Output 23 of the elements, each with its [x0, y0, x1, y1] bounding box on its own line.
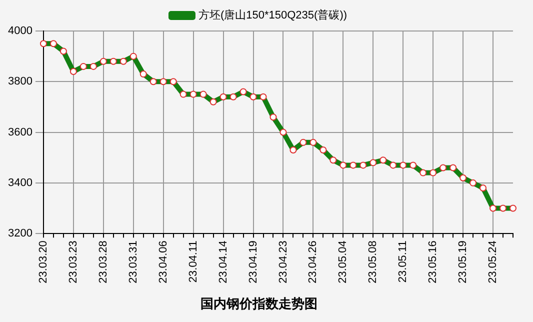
x-tick-label: 23.04.06	[157, 240, 170, 284]
x-tick-label: 23.03.23	[67, 240, 80, 284]
y-tick-label: 3400	[8, 176, 32, 189]
x-tick-label: 23.05.11	[397, 240, 410, 283]
legend-label: 方坯(唐山150*150Q235(普碳))	[198, 8, 348, 22]
text: 国内钢价指数走势图	[200, 296, 318, 311]
x-tick-label: 23.04.11	[187, 240, 200, 283]
y-tick-label: 3600	[8, 126, 32, 138]
x-tick-label: 23.05.19	[457, 240, 470, 284]
x-tick-label: 23.03.31	[127, 240, 140, 284]
y-tick-label: 3200	[8, 228, 32, 240]
y-tick-label: 4000	[8, 25, 32, 38]
x-tick-label: 23.03.28	[97, 240, 110, 284]
x-tick-label: 23.04.26	[307, 240, 320, 284]
y-tick-label: 3800	[8, 76, 32, 88]
x-tick-label: 23.05.08	[367, 240, 380, 284]
x-tick-label: 23.05.16	[427, 240, 440, 284]
x-tick-label: 23.03.20	[38, 240, 50, 284]
x-tick-label: 23.05.24	[487, 240, 500, 284]
x-tick-label: 23.04.19	[247, 240, 260, 284]
x-tick-label: 23.04.23	[277, 240, 290, 284]
x-tick-label: 23.05.04	[337, 240, 350, 284]
x-tick-label: 23.04.14	[217, 240, 230, 284]
